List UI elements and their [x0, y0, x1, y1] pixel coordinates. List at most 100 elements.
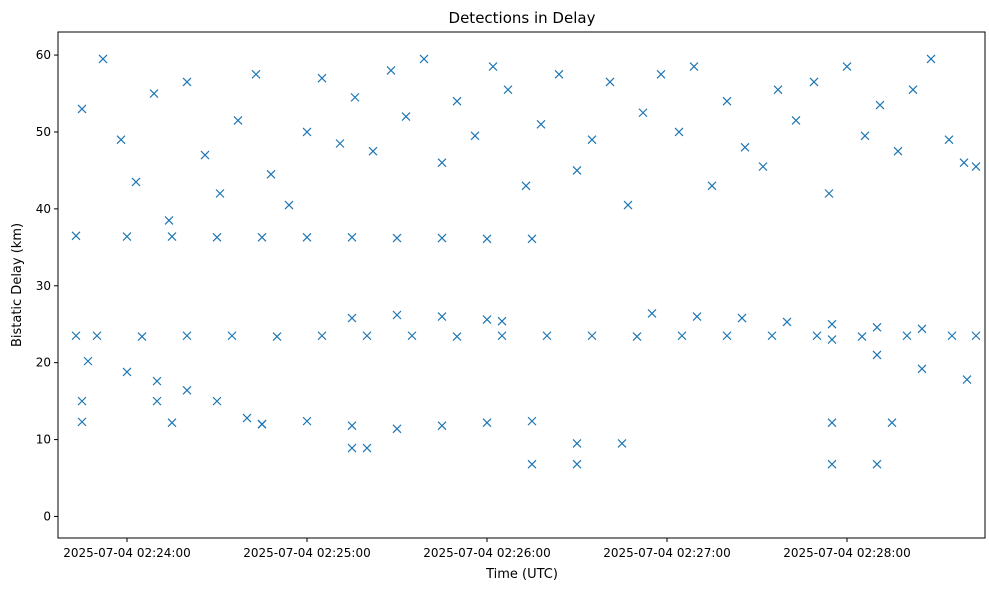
data-point: [401, 112, 411, 122]
data-point: [656, 69, 666, 79]
data-point: [362, 331, 372, 341]
data-point: [902, 331, 912, 341]
data-point: [707, 181, 717, 191]
data-point: [149, 89, 159, 98]
data-point: [71, 331, 81, 341]
data-point: [182, 331, 192, 341]
data-point: [971, 162, 981, 171]
data-point: [257, 232, 267, 242]
data-point: [152, 396, 162, 406]
data-point: [212, 396, 222, 406]
data-point: [182, 385, 192, 395]
data-point: [167, 232, 177, 241]
data-point: [527, 234, 537, 244]
data-point: [605, 77, 615, 87]
data-point: [791, 116, 801, 125]
data-point: [842, 62, 852, 72]
data-point: [812, 331, 822, 341]
data-point: [722, 96, 732, 106]
data-point: [857, 332, 867, 341]
y-tick-label: 10: [36, 433, 51, 447]
data-point: [347, 421, 357, 431]
data-point: [242, 413, 252, 423]
data-point: [488, 62, 498, 72]
data-point: [827, 335, 837, 345]
data-point: [623, 200, 633, 210]
data-point: [872, 322, 882, 332]
data-point: [572, 165, 582, 175]
data-point: [437, 233, 447, 243]
data-point: [182, 77, 192, 87]
data-point: [482, 315, 492, 325]
data-point: [227, 331, 237, 341]
data-point: [527, 416, 537, 426]
data-point: [647, 309, 657, 318]
data-point: [875, 100, 885, 110]
data-point: [98, 54, 108, 64]
plot-frame: [57, 31, 986, 539]
data-point: [452, 96, 462, 106]
data-point: [587, 135, 597, 145]
data-point: [944, 135, 954, 145]
data-point: [827, 319, 837, 329]
data-point: [521, 181, 531, 191]
data-point: [392, 310, 402, 320]
data-point: [926, 54, 936, 64]
data-point: [497, 331, 507, 341]
data-point: [233, 116, 243, 125]
data-point: [215, 189, 225, 198]
data-point: [386, 66, 396, 75]
data-point: [317, 331, 327, 341]
data-point: [617, 438, 627, 448]
data-point: [740, 142, 750, 152]
data-point: [302, 232, 312, 242]
data-point: [542, 331, 552, 341]
data-point: [554, 69, 564, 79]
data-point: [962, 375, 972, 385]
data-point: [482, 234, 492, 244]
data-point: [587, 331, 597, 341]
data-point: [122, 367, 132, 377]
data-point: [122, 232, 132, 241]
data-point: [971, 331, 981, 341]
y-tick-label: 20: [36, 356, 51, 370]
data-point: [722, 331, 732, 341]
data-point: [674, 127, 684, 137]
data-point: [638, 108, 648, 118]
data-point: [887, 418, 897, 428]
data-point: [503, 85, 513, 95]
data-point: [737, 313, 747, 323]
data-point: [827, 459, 837, 469]
data-point: [266, 169, 276, 179]
data-point: [257, 419, 267, 429]
data-point: [452, 332, 462, 341]
data-point: [419, 54, 429, 64]
data-point: [302, 127, 312, 137]
data-point: [347, 443, 357, 453]
data-point: [77, 396, 87, 406]
data-point: [392, 424, 402, 434]
data-point: [335, 139, 345, 148]
data-point: [437, 421, 447, 431]
data-point: [917, 324, 927, 334]
data-point: [437, 312, 447, 321]
data-point: [947, 331, 957, 341]
data-point: [77, 417, 87, 427]
data-point: [572, 438, 582, 448]
data-point: [251, 69, 261, 79]
data-point: [527, 459, 537, 469]
data-point: [872, 459, 882, 469]
data-point: [92, 331, 102, 341]
y-axis-label: Bistatic Delay (km): [10, 223, 25, 347]
data-point: [959, 158, 969, 168]
data-point: [767, 331, 777, 341]
data-point: [824, 189, 834, 198]
data-point: [71, 231, 81, 241]
y-tick-label: 60: [36, 48, 51, 62]
x-tick-label: 2025-07-04 02:28:00: [783, 546, 910, 560]
data-point: [773, 85, 783, 95]
data-point: [917, 364, 927, 374]
x-tick-label: 2025-07-04 02:26:00: [423, 546, 550, 560]
